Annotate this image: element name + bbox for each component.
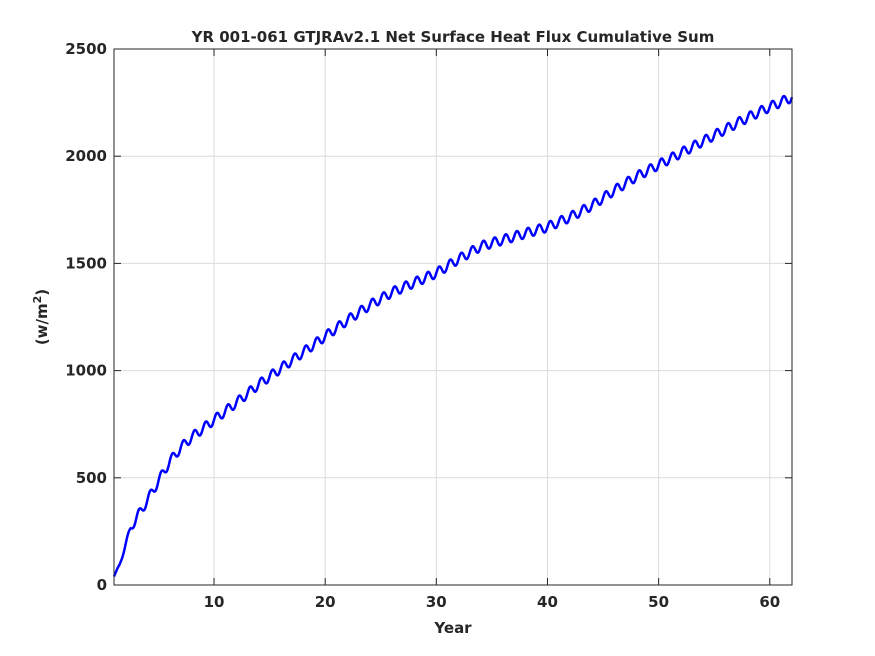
y-axis-label: (w/m2) — [31, 289, 51, 345]
x-tick-label: 50 — [648, 593, 669, 611]
y-tick-label: 2000 — [65, 147, 107, 165]
x-tick-label: 30 — [426, 593, 447, 611]
y-tick-label: 1000 — [65, 362, 107, 380]
y-tick-label: 2500 — [65, 40, 107, 58]
y-tick-label: 500 — [76, 469, 107, 487]
x-tick-label: 20 — [315, 593, 336, 611]
x-axis-label: Year — [433, 619, 472, 637]
y-tick-label: 1500 — [65, 254, 107, 272]
x-tick-label: 60 — [759, 593, 780, 611]
tick-marks — [114, 48, 792, 586]
y-tick-label: 0 — [97, 576, 107, 594]
y-axis-label-close: ) — [33, 289, 51, 296]
series-layer — [112, 94, 794, 578]
tick-labels: 10 20 30 40 50 60 0 500 1000 1500 2000 2500 — [65, 40, 780, 611]
y-axis-label-superscript: 2 — [31, 296, 44, 304]
y-axis-label-main: (w/m — [33, 303, 51, 345]
series-line — [112, 94, 794, 578]
plot-area — [114, 49, 792, 585]
axes-box — [113, 48, 793, 586]
x-tick-label: 10 — [204, 593, 225, 611]
chart-title: YR 001-061 GTJRAv2.1 Net Surface Heat Fl… — [191, 28, 715, 46]
x-tick-label: 40 — [537, 593, 558, 611]
